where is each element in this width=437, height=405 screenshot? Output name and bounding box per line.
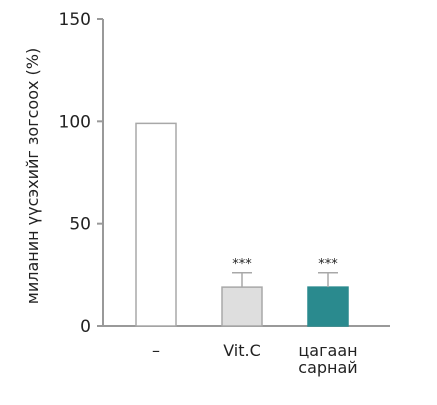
bar [307, 286, 349, 327]
category-label: Vit.C [223, 341, 261, 360]
chart-bars [135, 122, 349, 327]
y-tick-label: 50 [69, 215, 91, 235]
category-label-line: сарнай [298, 358, 357, 377]
bar [221, 286, 263, 327]
y-tick-label: 0 [80, 317, 91, 337]
chart-labels: 0 50 100 150 – *** Vit.C *** цагаан сарнай [59, 10, 358, 377]
significance-label: *** [318, 257, 338, 272]
category-label: – [152, 341, 160, 360]
y-axis-label: миланин үүсэхийг зогсоох (%) [23, 48, 42, 305]
significance-label: *** [232, 257, 252, 272]
category-label-line: цагаан [298, 341, 357, 360]
category-label-line: – [152, 341, 160, 360]
bar [135, 122, 177, 327]
category-label: цагаан сарнай [298, 341, 357, 377]
y-tick-label: 150 [59, 10, 91, 30]
y-tick-label: 100 [59, 112, 91, 132]
category-label-line: Vit.C [223, 341, 261, 360]
